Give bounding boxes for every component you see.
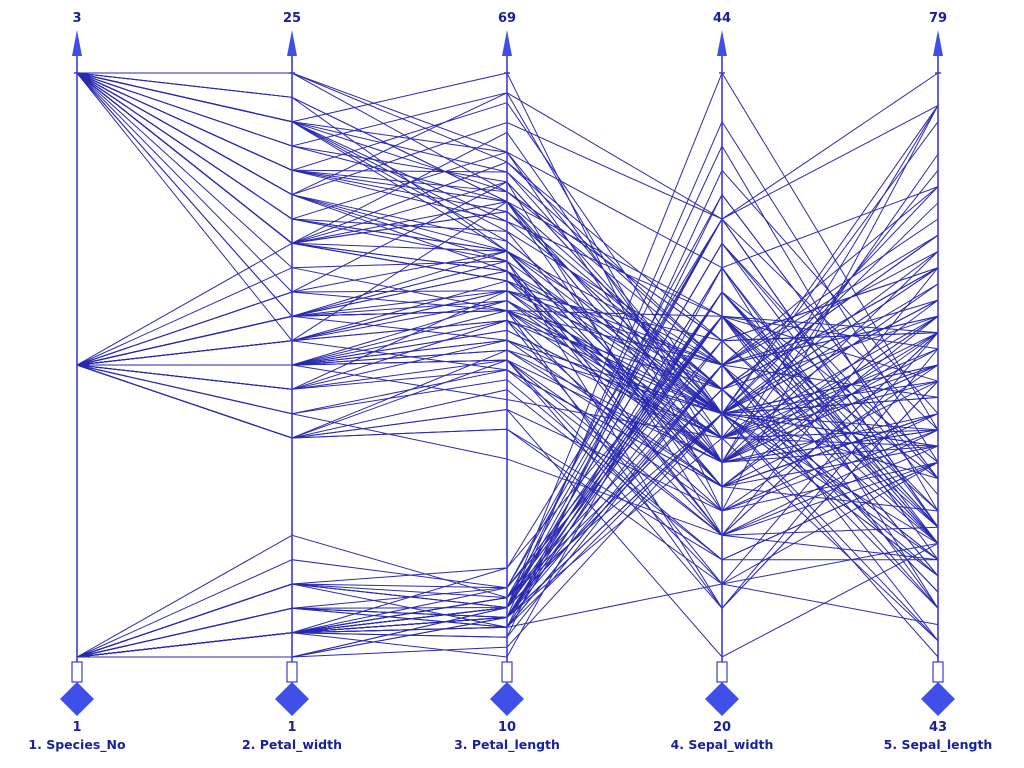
axis-name-3-petal-length: 3. Petal_length [454,737,560,753]
axis-max-label-1-species-no: 3 [72,11,81,26]
axis-diamond-5-sepal-length[interactable] [921,682,955,716]
axis-min-label-1-species-no: 1 [72,720,81,735]
axis-max-label-5-sepal-length: 79 [929,11,947,26]
axis-max-label-4-sepal-width: 44 [713,11,731,26]
axis-arrow-4-sepal-width [717,30,727,56]
axis-diamond-3-petal-length[interactable] [490,682,524,716]
axis-max-label-3-petal-length: 69 [498,11,516,26]
axis-filter-box-3-petal-length[interactable] [501,661,513,683]
axis-min-label-4-sepal-width: 20 [713,720,731,735]
labels-layer: 3 1 1. Species_No 25 1 2. Petal_width 69 10 3. P… [28,11,992,753]
axis-diamond-4-sepal-width[interactable] [705,682,739,716]
axis-min-label-5-sepal-length: 43 [929,720,947,735]
axis-arrow-3-petal-length [502,30,512,56]
axis-filter-box-1-species-no[interactable] [71,661,83,683]
axis-diamond-1-species-no[interactable] [60,682,94,716]
axes-layer [60,30,955,716]
axis-name-4-sepal-width: 4. Sepal_width [671,737,774,753]
axis-arrow-2-petal-width [287,30,297,56]
axis-name-5-sepal-length: 5. Sepal_length [884,737,993,753]
axis-filter-box-4-sepal-width[interactable] [716,661,728,683]
axis-arrow-1-species-no [72,30,82,56]
axis-name-2-petal-width: 2. Petal_width [242,737,342,753]
axis-filter-box-5-sepal-length[interactable] [932,661,944,683]
axis-arrow-5-sepal-length [933,30,943,56]
axis-max-label-2-petal-width: 25 [283,11,301,26]
axis-diamond-2-petal-width[interactable] [275,682,309,716]
axis-name-1-species-no: 1. Species_No [28,737,126,753]
axis-filter-box-2-petal-width[interactable] [286,661,298,683]
axis-min-label-3-petal-length: 10 [498,720,516,735]
axis-min-label-2-petal-width: 1 [287,720,296,735]
